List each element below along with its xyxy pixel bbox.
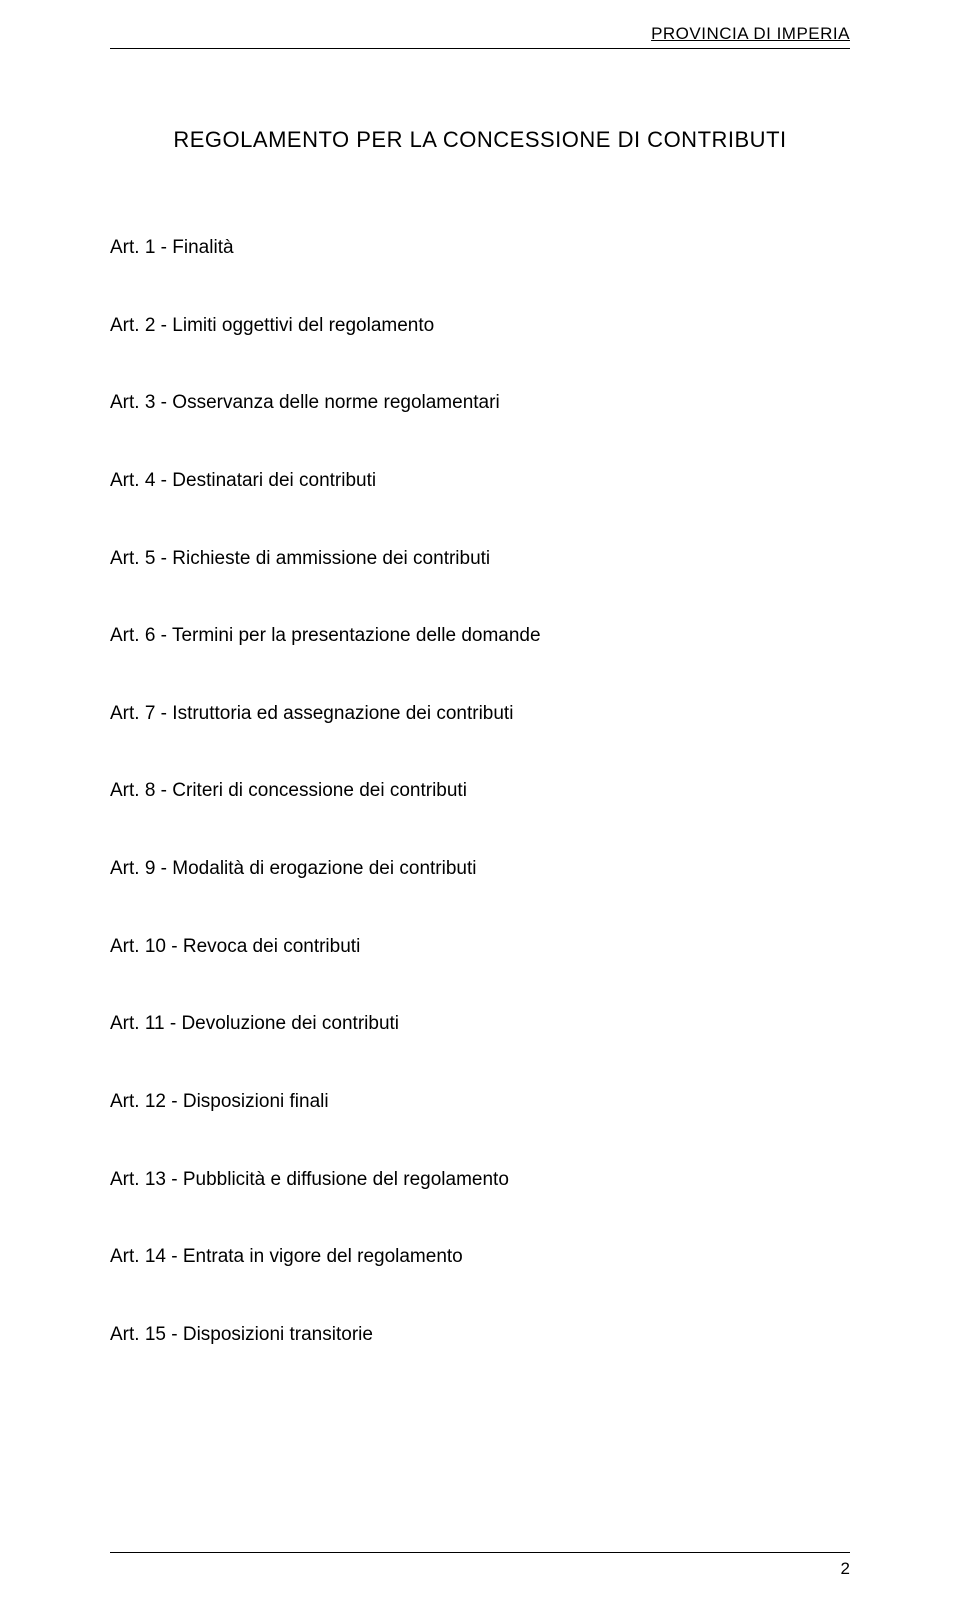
page-number: 2 [110, 1559, 850, 1579]
header-organization: PROVINCIA DI IMPERIA [110, 24, 850, 46]
toc-item: Art. 4 - Destinatari dei contributi [110, 468, 850, 546]
toc-item: Art. 9 - Modalità di erogazione dei cont… [110, 856, 850, 934]
table-of-contents: Art. 1 - Finalità Art. 2 - Limiti oggett… [110, 235, 850, 1400]
page-header: PROVINCIA DI IMPERIA [110, 24, 850, 49]
toc-item: Art. 13 - Pubblicità e diffusione del re… [110, 1167, 850, 1245]
header-rule [110, 48, 850, 49]
toc-item: Art. 14 - Entrata in vigore del regolame… [110, 1244, 850, 1322]
toc-item: Art. 2 - Limiti oggettivi del regolament… [110, 313, 850, 391]
toc-item: Art. 8 - Criteri di concessione dei cont… [110, 778, 850, 856]
toc-item: Art. 12 - Disposizioni finali [110, 1089, 850, 1167]
toc-item: Art. 6 - Termini per la presentazione de… [110, 623, 850, 701]
page: PROVINCIA DI IMPERIA REGOLAMENTO PER LA … [0, 0, 960, 1623]
footer-rule [110, 1552, 850, 1553]
page-footer: 2 [110, 1552, 850, 1579]
toc-item: Art. 10 - Revoca dei contributi [110, 934, 850, 1012]
toc-item: Art. 5 - Richieste di ammissione dei con… [110, 546, 850, 624]
page-title: REGOLAMENTO PER LA CONCESSIONE DI CONTRI… [110, 127, 850, 153]
toc-item: Art. 11 - Devoluzione dei contributi [110, 1011, 850, 1089]
toc-item: Art. 1 - Finalità [110, 235, 850, 313]
toc-item: Art. 15 - Disposizioni transitorie [110, 1322, 850, 1400]
toc-item: Art. 7 - Istruttoria ed assegnazione dei… [110, 701, 850, 779]
toc-item: Art. 3 - Osservanza delle norme regolame… [110, 390, 850, 468]
